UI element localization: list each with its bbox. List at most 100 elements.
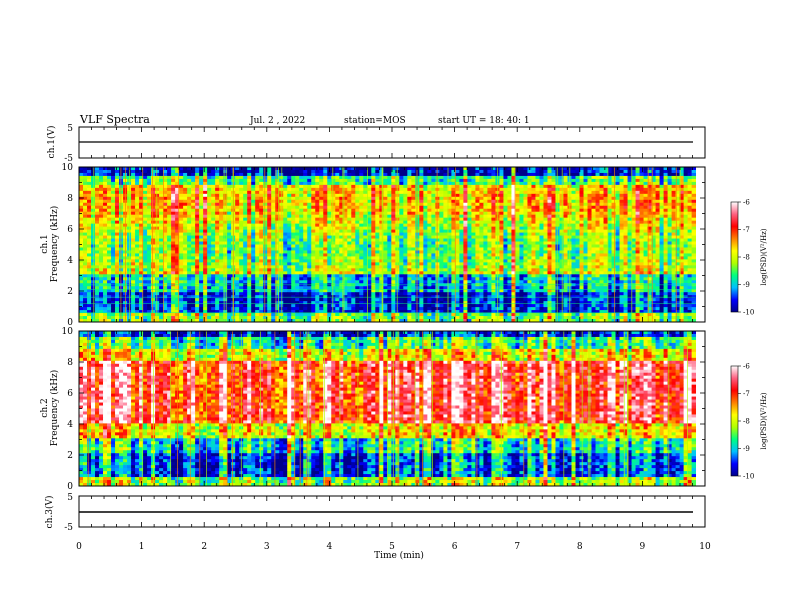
spectrogram-cell [235,199,240,204]
spectrogram-cell [107,184,112,189]
spectrogram-cell [263,187,268,192]
spectrogram-cell [239,196,244,201]
spectrogram-cell [291,241,296,245]
spectrogram-cell [539,199,544,204]
spectrogram-cell [115,178,120,183]
spectrogram-cell [463,229,468,233]
spectrogram-cell [423,244,428,248]
spectrogram-cell [391,244,396,248]
spectrogram-cell [387,253,392,257]
spectrogram-cell [251,250,256,254]
spectrogram-cell [87,190,92,195]
spectrogram-cell [535,247,540,251]
spectrogram-cell [387,187,392,192]
spectrogram-cell [443,196,448,201]
spectrogram-cell [95,202,100,207]
spectrogram-cell [355,229,360,233]
spectrogram-cell [355,211,360,216]
spectrogram-cell [443,208,448,213]
spectrogram-cell [199,187,204,192]
spectrogram-cell [659,196,664,201]
spectrogram-cell [215,208,220,213]
spectrogram-cell [683,199,688,204]
spectrogram-cell [635,202,640,207]
spectrogram-cell [371,256,376,260]
spectrogram-cell [187,178,192,183]
spectrogram-cell [535,256,540,260]
spectrogram-cell [651,229,656,233]
spectrogram-cell [283,205,288,210]
spectrogram-cell [643,190,648,195]
spectrogram-cell [519,181,524,186]
spectrogram-cell [115,214,120,219]
spectrogram-cell [411,199,416,204]
spectrogram-cell [371,172,376,177]
spectrogram-cell [479,208,484,213]
spectrogram-cell [451,244,456,248]
spectrogram-cell [415,169,420,174]
spectrogram-cell [183,196,188,201]
spectrogram-cell [187,175,192,180]
spectrogram-cell [603,181,608,186]
spectrogram-cell [683,256,688,260]
spectrogram-cell [191,241,196,245]
spectrogram-cell [143,259,148,263]
spectrogram-cell [155,202,160,207]
spectrogram-cell [127,235,132,239]
spectrogram-cell [555,193,560,198]
spectrogram-cell [691,250,697,254]
spectrogram-cell [355,205,360,210]
spectrogram-cell [399,205,404,210]
spectrogram-cell [555,167,560,171]
spectrogram-cell [427,259,432,263]
spectrogram-cell [427,244,432,248]
spectrogram-cell [611,193,616,198]
spectrogram-cell [143,223,148,228]
spectrogram-cell [591,238,596,242]
spectrogram-cell [175,205,180,210]
spectrogram-cell [671,187,676,192]
spectrogram-cell [659,238,664,242]
spectrogram-cell [131,244,136,248]
spectrogram-cell [691,232,697,236]
ch1-wave-ytick-top: 5 [67,124,73,134]
spectrogram-cell [591,214,596,219]
spectrogram-cell [499,247,504,251]
spectrogram-cell [267,208,272,213]
spectrogram-cell [587,205,592,210]
spectrogram-cell [591,229,596,233]
spectrogram-cell [619,250,624,254]
spectrogram-cell [155,244,160,248]
spectrogram-cell [299,184,304,189]
spectrogram-cell [487,214,492,219]
spectrogram-cell [647,238,652,242]
spectrogram-cell [455,196,460,201]
spectrogram-cell [467,175,472,180]
spectrogram-cell [367,238,372,242]
spectrogram-cell [219,214,224,219]
spectrogram-cell [439,226,444,230]
spectrogram-cell [607,199,612,204]
spectrogram-cell [191,187,196,192]
spectrogram-cell [347,181,352,186]
spectrogram-cell [471,241,476,245]
spectrogram-cell [163,247,168,251]
spectrogram-cell [687,229,692,233]
spectrogram-cell [411,241,416,245]
spectrogram-cell [163,169,168,174]
spectrogram-cell [467,235,472,239]
spectrogram-cell [543,205,548,210]
spectrogram-cell [435,208,440,213]
spectrogram-cell [219,235,224,239]
spectrogram-cell [195,241,200,245]
spectrogram-cell [463,196,468,201]
spectrogram-cell [335,190,340,195]
spectrogram-cell [339,235,344,239]
spectrogram-cell [207,169,212,174]
spectrogram-cell [683,187,688,192]
spectrogram-cell [331,247,336,251]
spectrogram-cell [543,220,548,225]
spectrogram-cell [479,214,484,219]
spectrogram-cell [683,169,688,174]
spectrogram-cell [619,167,624,171]
